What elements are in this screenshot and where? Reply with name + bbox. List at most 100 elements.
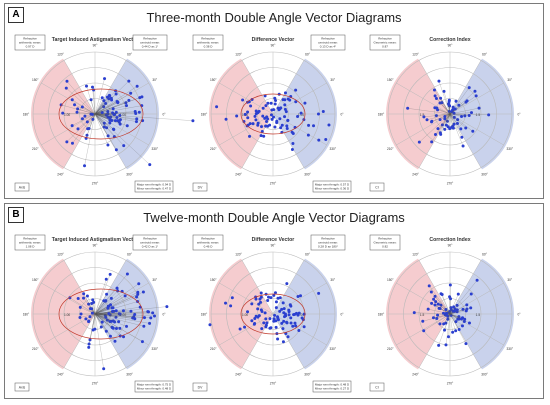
data-point <box>444 308 448 312</box>
data-point <box>299 111 303 115</box>
data-point <box>254 112 258 116</box>
vector-line <box>94 97 140 115</box>
vector-line <box>434 304 451 315</box>
data-point <box>283 98 287 102</box>
data-point <box>282 307 286 311</box>
data-point <box>260 129 264 133</box>
data-point <box>446 335 450 339</box>
vector-line <box>443 91 451 115</box>
data-point <box>454 320 458 324</box>
angle-tick-label: 0° <box>517 113 521 117</box>
data-point <box>149 316 153 320</box>
vector-line <box>94 279 107 315</box>
data-point <box>246 310 250 314</box>
radial-tick-label: 1.5 <box>476 113 481 117</box>
data-point <box>464 342 468 346</box>
chart-title: Difference Vector <box>252 237 295 243</box>
vector-line <box>86 86 96 115</box>
data-point <box>429 290 433 294</box>
angle-tick-label: 120° <box>57 53 64 57</box>
angle-tick-label: 270° <box>447 182 454 186</box>
data-point <box>282 319 286 323</box>
angle-tick-label: 240° <box>57 172 64 176</box>
vector-line <box>91 303 96 315</box>
data-point <box>90 112 94 116</box>
data-point <box>272 108 276 112</box>
data-point <box>454 329 458 333</box>
polar-spoke <box>94 113 127 168</box>
vector-line <box>423 313 451 331</box>
data-point <box>274 300 278 304</box>
vector-line <box>94 313 111 337</box>
stats-text: Minor semi-length: 0.36 D <box>315 187 350 191</box>
vector-line <box>94 306 109 315</box>
data-point <box>302 325 306 329</box>
data-point <box>449 297 453 301</box>
data-point <box>87 320 91 324</box>
angle-tick-label: 330° <box>329 147 336 151</box>
angle-tick-label: 150° <box>387 78 394 82</box>
data-point <box>460 114 464 118</box>
data-point <box>463 317 467 321</box>
data-point <box>136 290 140 294</box>
data-point <box>249 104 253 108</box>
data-point <box>118 114 122 118</box>
vector-line <box>94 108 114 115</box>
centroid-text: Refractive <box>143 237 157 241</box>
data-point <box>430 120 434 124</box>
data-point <box>80 105 84 109</box>
angle-tick-label: 0° <box>162 113 166 117</box>
data-point <box>293 321 297 325</box>
data-point <box>461 307 465 311</box>
data-point <box>467 321 471 325</box>
polar-spoke <box>396 82 451 115</box>
data-point <box>241 98 245 102</box>
footer-label: CI <box>375 386 378 390</box>
data-point <box>254 109 258 113</box>
data-point <box>208 323 212 327</box>
radial-tick-label: 1.00 <box>298 113 304 117</box>
angle-tick-label: 300° <box>304 172 311 176</box>
data-point <box>90 311 94 315</box>
vector-line <box>94 113 109 146</box>
centroid-text: 0.42 D ax 1° <box>142 245 159 249</box>
data-point <box>457 327 461 331</box>
angle-tick-label: 150° <box>210 278 217 282</box>
data-point <box>297 329 301 333</box>
angle-tick-label: 90° <box>271 244 277 248</box>
radial-tick-label: 1.5 <box>420 313 425 317</box>
polar-spoke <box>94 60 127 115</box>
data-point <box>273 313 277 317</box>
data-point <box>460 135 464 139</box>
vector-line <box>94 274 111 315</box>
angle-tick-label: 180° <box>201 113 208 117</box>
data-point <box>121 309 125 313</box>
data-point <box>82 292 86 296</box>
data-point <box>104 329 108 333</box>
data-point <box>230 296 234 300</box>
vector-line <box>431 113 451 123</box>
vector-line <box>94 313 155 317</box>
angle-tick-label: 150° <box>387 278 394 282</box>
data-point <box>114 309 118 313</box>
data-point <box>114 92 118 96</box>
data-point <box>91 298 95 302</box>
data-point <box>443 115 447 119</box>
polar-spoke <box>272 60 305 115</box>
data-point <box>88 315 92 319</box>
data-point <box>432 88 436 92</box>
summary-text: Refractive <box>201 37 215 41</box>
data-point <box>102 99 106 103</box>
vector-line <box>92 299 96 315</box>
data-point <box>109 96 113 100</box>
angle-tick-label: 270° <box>447 382 454 386</box>
data-point <box>104 101 108 105</box>
polar-spoke <box>449 260 482 315</box>
vector-line <box>87 295 96 315</box>
angle-tick-label: 180° <box>378 313 385 317</box>
data-point <box>135 117 139 121</box>
centroid-text: centroid mean: <box>140 41 160 45</box>
polar-spoke <box>94 113 149 146</box>
data-point <box>281 340 285 344</box>
angle-tick-label: 210° <box>210 347 217 351</box>
